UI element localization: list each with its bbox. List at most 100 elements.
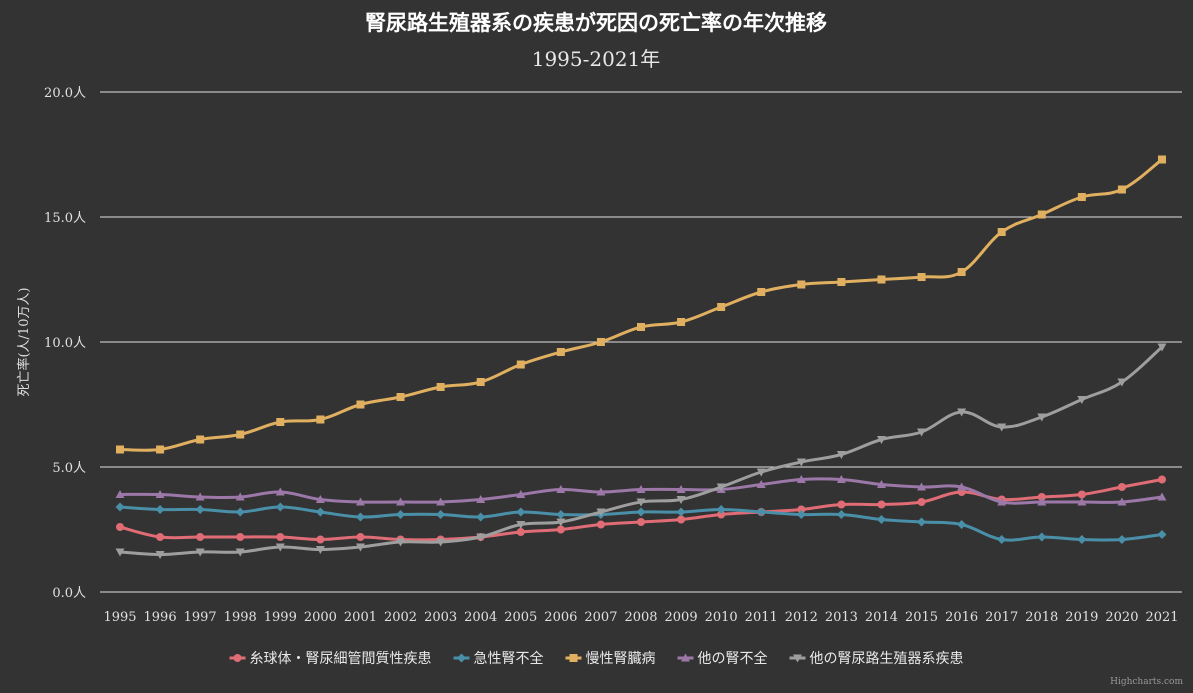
data-point[interactable] [756,468,766,477]
data-point[interactable] [355,497,365,506]
data-point[interactable] [275,487,285,496]
data-point[interactable] [316,415,325,424]
data-point[interactable] [1077,535,1087,544]
data-point[interactable] [1037,210,1046,219]
series-line[interactable] [119,158,1163,452]
data-point[interactable] [315,507,325,517]
data-point[interactable] [556,525,565,534]
data-point[interactable] [877,275,886,284]
legend-label[interactable]: 他の腎尿路生殖器系疾患 [810,650,964,667]
legend-marker-swatch[interactable] [681,653,690,662]
data-point[interactable] [1157,492,1167,501]
data-point[interactable] [917,498,926,506]
legend[interactable]: 糸球体・腎尿細管間質性疾患 急性腎不全 慢性腎臓病 他の腎不全 他の腎尿路生殖器系疾患 [229,650,964,667]
data-point[interactable] [236,430,245,439]
data-point[interactable] [1117,535,1127,544]
data-point[interactable] [716,505,726,514]
data-point[interactable] [156,533,165,541]
legend-item[interactable]: 急性腎不全 [453,650,544,667]
data-point[interactable] [917,428,927,437]
legend-item[interactable]: 他の腎不全 [677,650,768,667]
data-point[interactable] [196,435,205,444]
legend-marker-swatch[interactable] [457,653,466,663]
data-point[interactable] [1117,483,1126,491]
data-point[interactable] [1037,497,1047,506]
data-point[interactable] [756,507,766,517]
credits-link[interactable]: Highcharts.com [1110,677,1183,687]
data-point[interactable] [276,533,285,541]
data-point[interactable] [556,485,566,493]
series-2[interactable] [115,502,1167,545]
data-point[interactable] [836,510,846,519]
data-point[interactable] [315,546,325,554]
data-point[interactable] [997,535,1007,544]
data-point[interactable] [556,518,566,527]
data-point[interactable] [917,517,927,527]
data-point[interactable] [716,483,726,492]
legend-label[interactable]: 他の腎不全 [698,650,768,667]
data-point[interactable] [476,533,486,542]
data-point[interactable] [556,510,566,519]
data-point[interactable] [275,502,285,512]
data-point[interactable] [115,490,125,498]
data-point[interactable] [516,490,526,498]
data-point[interactable] [1117,185,1126,194]
data-point[interactable] [396,510,406,519]
data-point[interactable] [676,485,686,493]
data-point[interactable] [1157,530,1167,539]
data-point[interactable] [957,408,967,417]
data-point[interactable] [355,543,365,552]
data-point[interactable] [1077,497,1087,506]
legend-marker-swatch[interactable] [793,654,802,663]
data-point[interactable] [796,510,806,519]
data-point[interactable] [155,505,165,514]
data-point[interactable] [677,318,686,326]
data-point[interactable] [1158,475,1166,484]
data-point[interactable] [717,510,726,519]
data-point[interactable] [596,508,606,517]
data-point[interactable] [677,515,686,524]
legend-label[interactable]: 急性腎不全 [474,650,544,667]
data-point[interactable] [476,378,485,386]
data-point[interactable] [797,505,806,514]
series-5[interactable] [115,343,1167,560]
data-point[interactable] [396,538,406,547]
data-point[interactable] [877,500,886,509]
data-point[interactable] [756,480,766,488]
data-point[interactable] [636,485,646,493]
data-point[interactable] [235,507,245,517]
data-point[interactable] [957,482,967,491]
legend-label[interactable]: 糸球体・腎尿細管間質性疾患 [250,651,432,667]
data-point[interactable] [436,383,445,391]
data-point[interactable] [316,535,325,544]
data-point[interactable] [516,507,526,517]
data-point[interactable] [796,475,806,483]
data-point[interactable] [997,228,1006,236]
data-point[interactable] [957,520,967,529]
data-point[interactable] [836,475,846,483]
legend-marker-swatch[interactable] [233,654,242,662]
data-point[interactable] [396,497,406,506]
legend-item[interactable]: 糸球体・腎尿細管間質性疾患 [229,651,432,667]
data-point[interactable] [596,338,605,346]
legend-label[interactable]: 慢性腎臓病 [586,650,656,667]
data-point[interactable] [837,500,846,509]
data-point[interactable] [116,445,124,454]
data-point[interactable] [797,280,806,289]
data-point[interactable] [556,348,565,356]
legend-item[interactable]: 慢性腎臓病 [565,650,656,667]
data-point[interactable] [596,520,605,529]
data-point[interactable] [997,497,1007,506]
data-point[interactable] [836,451,846,459]
data-point[interactable] [195,505,205,514]
data-point[interactable] [1077,396,1087,404]
data-point[interactable] [1158,155,1166,164]
data-point[interactable] [676,496,686,504]
data-point[interactable] [356,400,365,409]
data-point[interactable] [1077,490,1086,499]
series-3[interactable] [116,155,1166,454]
data-point[interactable] [1117,378,1127,387]
data-point[interactable] [876,480,886,488]
data-point[interactable] [917,482,927,491]
data-point[interactable] [476,512,486,522]
